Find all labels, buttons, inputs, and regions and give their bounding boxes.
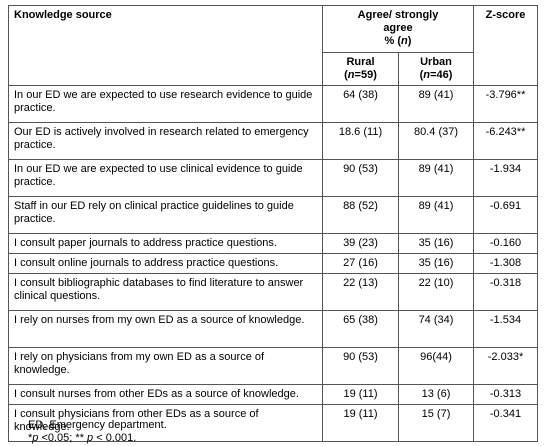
table-cell: 35 (16)	[398, 253, 474, 274]
table-row: I rely on physicians from my own ED as a…	[8, 347, 538, 385]
table-row: I consult nurses from other EDs as a sou…	[8, 384, 538, 405]
table: Knowledge source Agree/ strongly agree% (…	[8, 5, 538, 442]
header-text: n	[401, 35, 408, 47]
header-cell: Z-score	[473, 5, 538, 86]
header-text: % (	[384, 35, 402, 47]
table-row: Staff in our ED rely on clinical practic…	[8, 196, 538, 234]
table-cell: 89 (41)	[398, 196, 474, 234]
table-head: Knowledge source Agree/ strongly agree% (…	[8, 5, 538, 86]
table-cell: 35 (16)	[398, 233, 474, 254]
notes: ED, Emergency department. *p <0.05; ** p …	[28, 419, 167, 445]
table-row: Our ED is actively involved in research …	[8, 122, 538, 160]
table-body: In our ED we are expected to use researc…	[8, 85, 538, 442]
header-text: (	[419, 69, 424, 81]
header-text: Agree/ strongly	[357, 9, 439, 21]
table-cell: 18.6 (11)	[322, 122, 399, 160]
note-text: < 0.001.	[93, 432, 137, 444]
table-cell: -0.318	[473, 273, 538, 311]
table-cell: Our ED is actively involved in research …	[8, 122, 323, 160]
header-text: agree	[383, 22, 413, 34]
table-cell: 65 (38)	[322, 310, 399, 348]
table-row: I rely on nurses from my own ED as a sou…	[8, 310, 538, 348]
header-row: Rural (n=59) Urban (n=46)	[9, 52, 538, 86]
table-cell: 80.4 (37)	[398, 122, 474, 160]
table-cell: -0.691	[473, 196, 538, 234]
table-cell: 39 (23)	[322, 233, 399, 254]
header-row: Knowledge source Agree/ strongly agree% (…	[8, 5, 538, 86]
table-cell: 22 (10)	[398, 273, 474, 311]
header-text: Urban	[420, 56, 452, 68]
header-cell: Rural (n=59)	[322, 52, 399, 86]
header-text: Rural	[346, 56, 375, 68]
table-row: I consult paper journals to address prac…	[8, 233, 538, 254]
header-cell: Agree/ strongly agree% (n)	[322, 5, 474, 53]
table-cell: I consult physicians from other EDs as a…	[8, 404, 323, 442]
table-cell: In our ED we are expected to use researc…	[8, 85, 323, 123]
table-cell: 90 (53)	[322, 347, 399, 385]
table-cell: 19 (11)	[322, 384, 399, 405]
table-cell: I consult nurses from other EDs as a sou…	[8, 384, 323, 405]
table-cell: 22 (13)	[322, 273, 399, 311]
table-cell: -0.313	[473, 384, 538, 405]
table-cell: 90 (53)	[322, 159, 399, 197]
table-cell: 74 (34)	[398, 310, 474, 348]
table-row: I consult online journals to address pra…	[8, 253, 538, 274]
header-cell: Knowledge source	[8, 5, 323, 86]
table-cell: -3.796**	[473, 85, 538, 123]
table-cell: 89 (41)	[398, 159, 474, 197]
header-text: )	[407, 35, 412, 47]
note-text: <0.05; **	[38, 432, 88, 444]
note: ED, Emergency department.	[28, 419, 167, 431]
table-cell: 88 (52)	[322, 196, 399, 234]
table-cell: -1.308	[473, 253, 538, 274]
table-row: In our ED we are expected to use clinica…	[8, 159, 538, 197]
table-row: I consult physicians from other EDs as a…	[8, 404, 538, 442]
header-text: =59)	[354, 69, 377, 81]
header-text: n	[423, 69, 431, 81]
table-cell: 13 (6)	[398, 384, 474, 405]
header-text: n	[347, 69, 355, 81]
table-cell: I consult online journals to address pra…	[8, 253, 323, 274]
note-text: *	[28, 432, 33, 444]
table-cell: -0.160	[473, 233, 538, 254]
table-cell: In our ED we are expected to use clinica…	[8, 159, 323, 197]
table-cell: Staff in our ED rely on clinical practic…	[8, 196, 323, 234]
header-text: (	[344, 69, 348, 81]
table-cell: -0.341	[473, 404, 538, 442]
table-cell: I consult bibliographic databases to fin…	[8, 273, 323, 311]
table-cell: 96(44)	[398, 347, 474, 385]
table-row: I consult bibliographic databases to fin…	[8, 273, 538, 311]
header-cell: Urban (n=46)	[398, 52, 474, 86]
table-cell: 15 (7)	[398, 404, 474, 442]
table-cell: I rely on nurses from my own ED as a sou…	[8, 310, 323, 348]
table-cell: -6.243**	[473, 122, 538, 160]
table-cell: 89 (41)	[398, 85, 474, 123]
table-cell: 64 (38)	[322, 85, 399, 123]
table-cell: 27 (16)	[322, 253, 399, 274]
table-cell: -1.934	[473, 159, 538, 197]
table-cell: -1.534	[473, 310, 538, 348]
table-cell: I rely on physicians from my own ED as a…	[8, 347, 323, 385]
table-cell: -2.033*	[473, 347, 538, 385]
note: *p <0.05; ** p < 0.001.	[28, 432, 167, 445]
table-cell: I consult paper journals to address prac…	[8, 233, 323, 254]
table-cell: 19 (11)	[322, 404, 399, 442]
table-row: In our ED we are expected to use researc…	[8, 85, 538, 123]
note-text: p	[32, 432, 39, 444]
header-text: =46)	[430, 69, 453, 81]
note-text: p	[87, 432, 94, 444]
